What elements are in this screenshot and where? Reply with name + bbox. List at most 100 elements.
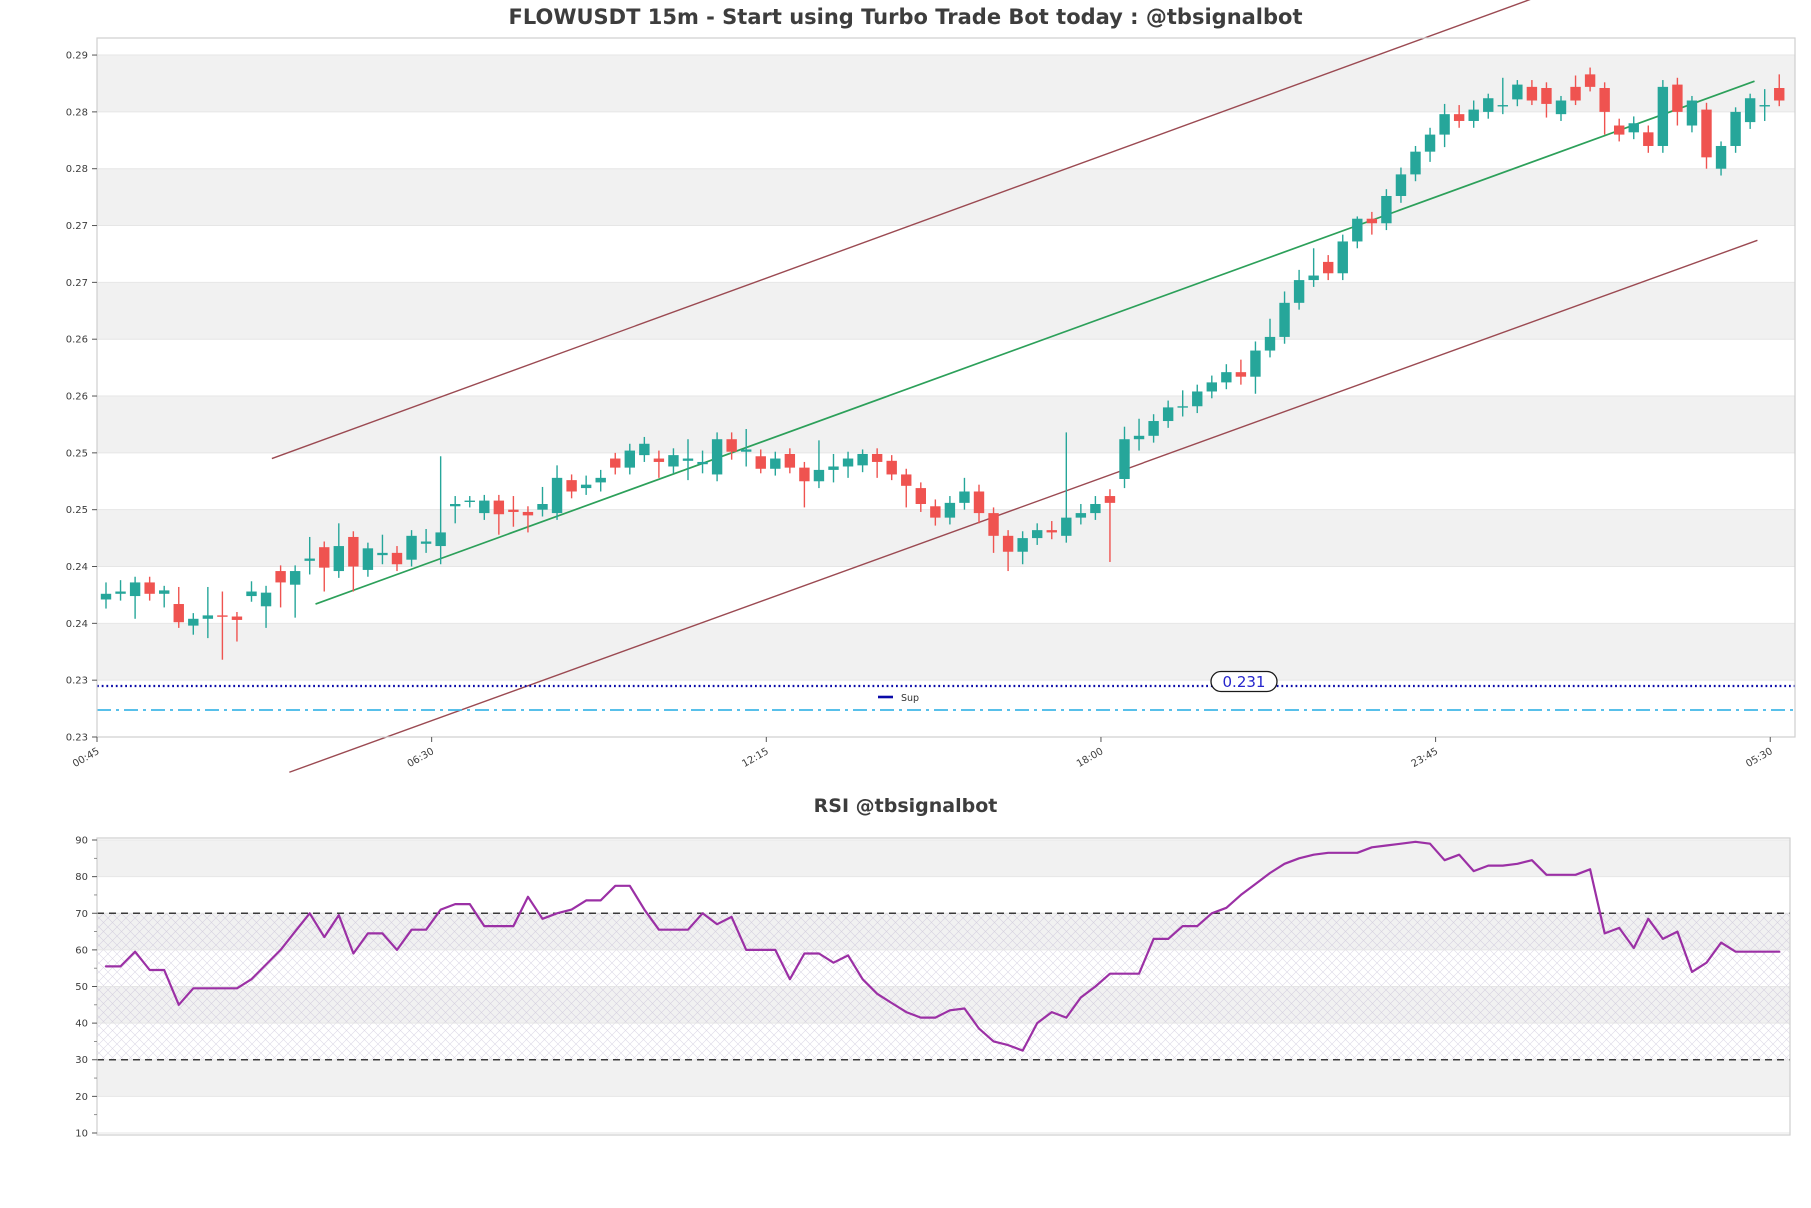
candle (668, 448, 679, 474)
price-y-tick-label: 0.24 (66, 619, 88, 630)
price-y-tick-label: 0.25 (66, 505, 88, 516)
candle (930, 499, 941, 526)
price-y-tick-label: 0.23 (66, 733, 88, 744)
price-x-tick-label: 05:30 (1744, 746, 1774, 770)
rsi-y-tick-label: 80 (75, 872, 88, 883)
candle (1410, 145, 1421, 182)
candle (348, 531, 359, 592)
candle (1759, 89, 1770, 121)
candle (1308, 248, 1319, 287)
candle (1512, 80, 1523, 107)
rsi-y-tick-label: 60 (75, 945, 88, 956)
candle (1730, 107, 1741, 153)
candle (988, 507, 999, 553)
candle (595, 469, 606, 492)
candle (508, 496, 519, 527)
candle (1104, 489, 1116, 562)
price-y-tick-label: 0.24 (66, 562, 88, 573)
candle (915, 482, 926, 512)
price-x-tick-label: 06:30 (406, 746, 436, 770)
candle (202, 586, 214, 639)
candle (1744, 93, 1756, 129)
candle (362, 542, 374, 577)
price-bands (97, 55, 1795, 681)
candle (1250, 341, 1261, 394)
candle (1352, 216, 1363, 249)
candle (944, 496, 956, 525)
candle (450, 496, 461, 524)
candle (1032, 523, 1043, 545)
candle (275, 565, 286, 608)
legend-sup: Sup (878, 693, 919, 704)
candle (1555, 95, 1567, 121)
candle (420, 529, 432, 553)
candle (260, 585, 272, 628)
rsi-pane: 90 80 70 60 50 40 30 20 10 (75, 836, 1791, 1139)
candle (1628, 116, 1639, 140)
price-x-tick-label: 12:15 (740, 746, 770, 770)
candle (1017, 531, 1028, 565)
rsi-y-tick-label: 40 (75, 1019, 88, 1030)
candle (1061, 432, 1072, 543)
candle (100, 582, 112, 609)
candle (901, 468, 912, 508)
candle (1643, 125, 1654, 153)
candle (1192, 384, 1203, 414)
candle (115, 580, 126, 601)
candle (1293, 269, 1305, 310)
price-plot-border (96, 37, 1796, 738)
candle (1686, 95, 1698, 133)
candle (1366, 211, 1378, 235)
candle (1424, 127, 1436, 162)
candle (188, 613, 199, 635)
candle (1177, 390, 1188, 417)
candle (1046, 521, 1057, 540)
price-y-tick-label: 0.23 (66, 676, 88, 687)
candle (653, 450, 665, 478)
price-y-tick-label: 0.26 (66, 392, 88, 403)
candle (1541, 82, 1552, 118)
rsi-y-tick-label: 70 (75, 909, 88, 920)
price-y-tick-label: 0.27 (66, 278, 88, 289)
candle (1584, 67, 1596, 92)
price-y-axis: 0.29 0.28 0.28 0.27 0.27 0.26 0.26 0.25 0.25 0.24… (66, 51, 97, 744)
candle (1133, 418, 1145, 451)
price-x-tick-label: 00:45 (71, 746, 101, 770)
candle (333, 523, 344, 578)
price-y-tick-label: 0.29 (66, 51, 88, 62)
candle (1715, 141, 1727, 176)
candle (1453, 105, 1465, 128)
price-y-tick-label: 0.28 (66, 164, 88, 175)
candle (1599, 82, 1610, 135)
candle (1570, 75, 1581, 106)
candle (479, 494, 490, 520)
price-y-tick-label: 0.28 (66, 107, 88, 118)
rsi-chart-title: RSI @tbsignalbot (813, 795, 998, 817)
candle (1672, 77, 1683, 126)
candle (726, 432, 737, 460)
candle (1468, 100, 1479, 128)
candle (391, 546, 403, 572)
candle (1264, 318, 1276, 358)
candle (319, 541, 330, 592)
lower-channel-line (289, 239, 1758, 773)
rsi-y-tick-label: 10 (75, 1128, 88, 1139)
candle (1002, 530, 1014, 572)
price-y-tick-label: 0.26 (66, 335, 88, 346)
candle (1381, 189, 1392, 231)
price-x-tick-label: 23:45 (1410, 746, 1440, 770)
upper-channel-line (271, 0, 1531, 460)
candle (1235, 359, 1247, 385)
candle (1483, 93, 1494, 119)
candle (129, 576, 141, 619)
candle (697, 450, 708, 474)
support-price-label: 0.231 (1223, 673, 1266, 691)
rsi-y-tick-label: 90 (75, 836, 88, 847)
candle (246, 581, 257, 602)
candle (377, 534, 388, 565)
candle (144, 576, 155, 601)
candle (682, 439, 694, 481)
price-x-axis: 00:45 06:30 12:15 18:00 23:45 05:30 (71, 737, 1775, 770)
candle (580, 475, 592, 495)
